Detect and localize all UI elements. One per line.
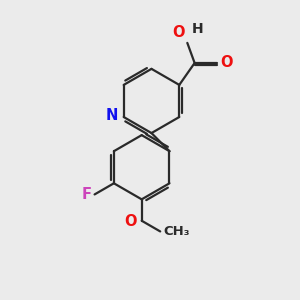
- Text: F: F: [82, 187, 92, 202]
- Text: O: O: [125, 214, 137, 229]
- Text: O: O: [172, 25, 184, 40]
- Text: N: N: [106, 108, 118, 123]
- Text: O: O: [220, 56, 233, 70]
- Text: CH₃: CH₃: [163, 225, 190, 238]
- Text: H: H: [192, 22, 203, 36]
